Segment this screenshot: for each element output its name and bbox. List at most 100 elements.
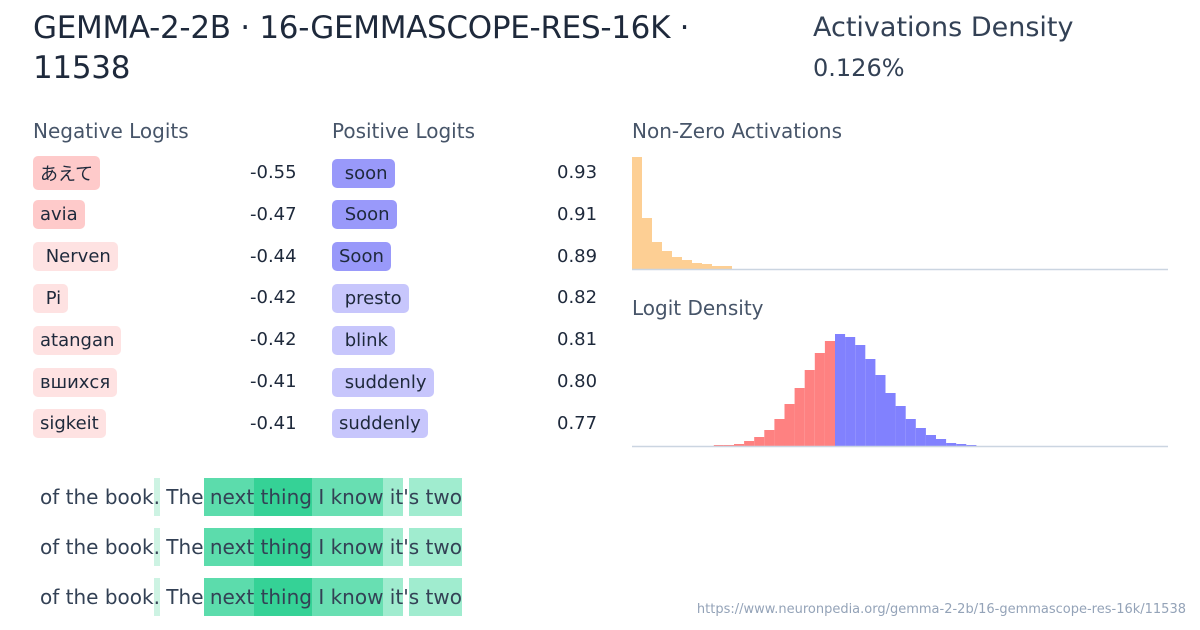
example-token: of the book [40,535,154,559]
activation-density-label: Activations Density [813,12,1074,43]
token-chip: Pi [33,283,69,313]
logit-density-histogram [632,334,1168,448]
example-token: The [159,485,204,509]
example-token: thing [254,528,312,566]
histogram-bar [713,445,724,446]
histogram-bar [804,370,815,446]
example-token: The [159,535,204,559]
logit-value: -0.44 [250,245,297,267]
positive-logit-row: soon [332,155,395,191]
token-chip: あえて [33,156,101,190]
logit-value: 0.93 [557,162,598,183]
example-token: next [203,528,255,566]
negative-logit-row: Pi [33,280,69,316]
histogram-bar [966,445,977,446]
histogram-bar [824,341,835,446]
logit-value: 0.82 [557,287,598,309]
token-chip: suddenly [332,367,434,397]
token-chip: Soon [332,242,391,272]
positive-logit-row: suddenly [332,406,428,442]
histogram-bar [946,443,957,446]
histogram-bar [642,218,652,269]
source-url[interactable]: https://www.neuronpedia.org/gemma-2-2b/1… [696,602,1186,617]
logit-value: 0.91 [557,203,598,225]
example-token: ' [403,535,409,559]
histogram-bar [692,263,702,269]
histogram-bar [845,337,856,446]
logit-value: -0.41 [250,412,297,434]
histogram-bar [885,393,896,446]
histogram-bar [936,439,947,446]
example-token: s two [408,528,462,566]
negative-logit-row: あえて [33,155,101,191]
example-token: ' [403,485,409,509]
activation-example[interactable]: of the book. The next thing I know it ' s … [40,478,462,516]
histogram-bar [915,428,926,446]
logit-value: 0.77 [557,412,598,434]
positive-logit-row: presto [332,280,409,316]
histogram-bar [875,375,886,446]
example-token: . [153,578,160,616]
logit-value: 0.89 [557,245,598,267]
example-token: I know [311,528,384,566]
page-title: GEMMA-2-2B · 16-GEMMASCOPE-RES-16K · 115… [33,10,690,86]
negative-logit-row: Nerven [33,239,118,275]
histogram-bar [702,264,712,269]
example-token: of the book [40,485,154,509]
histogram-bar [682,260,692,269]
example-token: it [383,478,404,516]
activation-example[interactable]: of the book. The next thing I know it ' s … [40,578,462,616]
example-token: . [153,528,160,566]
histogram-bar [744,441,755,446]
logit-value: 0.80 [557,371,598,392]
positive-logits-heading: Positive Logits [332,119,475,143]
example-token: . [153,478,160,516]
example-token: thing [254,478,312,516]
histogram-bar [723,445,734,446]
negative-logit-row: вшихся [33,364,118,400]
histogram-bar [835,334,846,446]
positive-logit-row: blink [332,322,395,358]
token-chip: atangan [33,325,122,355]
histogram-bar [865,359,876,446]
token-chip: suddenly [332,409,428,439]
token-chip: Nerven [33,242,118,272]
token-chip: blink [332,325,395,355]
histogram-bar [652,242,662,269]
example-token: of the book [40,585,154,609]
histogram-bar [814,353,825,446]
logit-value: -0.42 [250,287,297,309]
histogram-bar [905,419,916,446]
logit-value: -0.41 [250,371,297,392]
token-chip: soon [332,158,395,188]
token-chip: вшихся [33,367,118,397]
histogram-bar [754,437,765,446]
histogram-bar [956,444,967,446]
positive-logit-row: suddenly [332,364,434,400]
histogram-bar [764,430,775,446]
logit-density-title: Logit Density [632,296,764,320]
example-token: s two [408,578,462,616]
token-chip: avia [33,200,85,230]
example-token: I know [311,478,384,516]
logit-value: -0.42 [250,329,297,351]
token-chip: presto [332,283,409,313]
example-token: The [159,585,204,609]
histogram-bar [774,419,785,446]
example-token: it [383,578,404,616]
histogram-bar [855,345,866,446]
histogram-bar [925,435,936,446]
logit-value: -0.55 [250,162,297,183]
positive-logit-row: Soon [332,239,391,275]
activation-example[interactable]: of the book. The next thing I know it ' s … [40,528,462,566]
example-token: next [203,578,255,616]
histogram-bar [712,266,722,269]
activation-density-value: 0.126% [813,54,905,82]
example-token: s two [408,478,462,516]
histogram-bar [784,404,795,446]
positive-logit-row: Soon [332,197,397,233]
logit-value: -0.47 [250,203,297,225]
negative-logits-heading: Negative Logits [33,119,189,143]
logit-value: 0.81 [557,329,598,351]
example-token: it [383,528,404,566]
